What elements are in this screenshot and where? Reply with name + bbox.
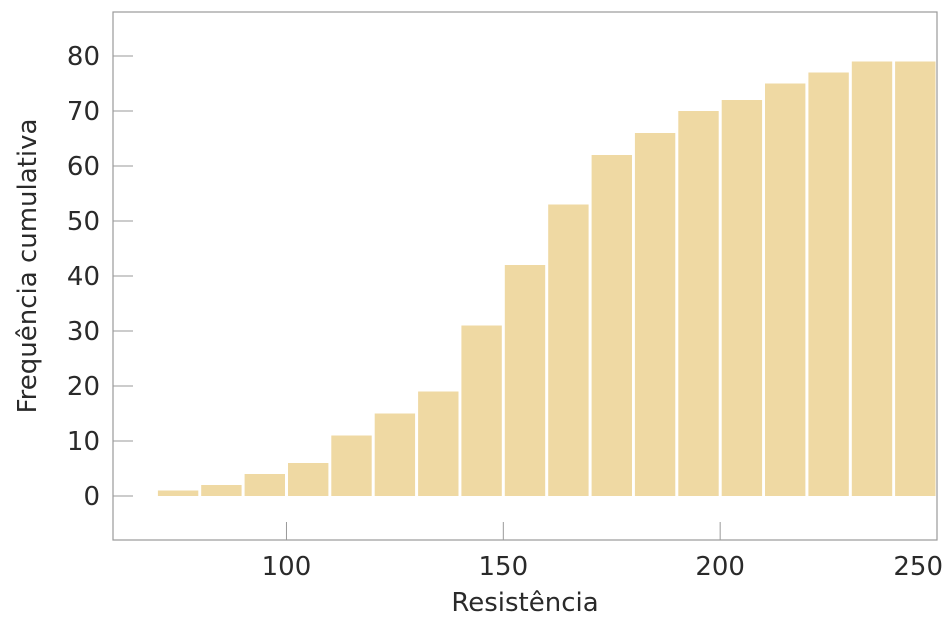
y-tick-label-60: 60 xyxy=(67,152,100,182)
y-tick-label-10: 10 xyxy=(67,427,100,457)
x-tick-label-150: 150 xyxy=(478,552,528,582)
bar-175 xyxy=(591,155,632,496)
bar-115 xyxy=(331,435,372,496)
bar-205 xyxy=(721,100,763,496)
bar-145 xyxy=(461,325,502,496)
x-tick-label-250: 250 xyxy=(893,552,943,582)
bar-95 xyxy=(244,474,285,496)
y-tick-label-40: 40 xyxy=(67,262,100,292)
bar-245 xyxy=(895,61,936,496)
y-tick-label-70: 70 xyxy=(67,97,100,127)
y-axis: 0 10 20 30 40 50 60 70 80 xyxy=(67,42,133,512)
x-axis-title: Resistência xyxy=(451,588,598,618)
bar-85 xyxy=(201,485,242,496)
y-tick-label-20: 20 xyxy=(67,372,100,402)
bar-185 xyxy=(634,133,676,496)
bar-135 xyxy=(418,391,459,496)
bar-195 xyxy=(678,111,719,496)
y-tick-label-50: 50 xyxy=(67,207,100,237)
bar-125 xyxy=(374,413,416,496)
bar-75 xyxy=(157,490,199,496)
y-tick-label-0: 0 xyxy=(83,482,100,512)
x-axis: 100 150 200 250 xyxy=(262,522,943,582)
x-tick-label-100: 100 xyxy=(262,552,312,582)
bar-105 xyxy=(288,463,329,496)
bar-155 xyxy=(504,265,546,496)
y-tick-label-30: 30 xyxy=(67,317,100,347)
bar-235 xyxy=(851,61,893,496)
y-axis-title: Frequência cumulativa xyxy=(13,119,43,414)
x-tick-label-200: 200 xyxy=(695,552,745,582)
y-tick-label-80: 80 xyxy=(67,42,100,72)
bar-215 xyxy=(765,83,806,496)
bar-225 xyxy=(808,72,849,496)
bar-165 xyxy=(548,204,589,496)
bars-layer xyxy=(157,61,936,496)
